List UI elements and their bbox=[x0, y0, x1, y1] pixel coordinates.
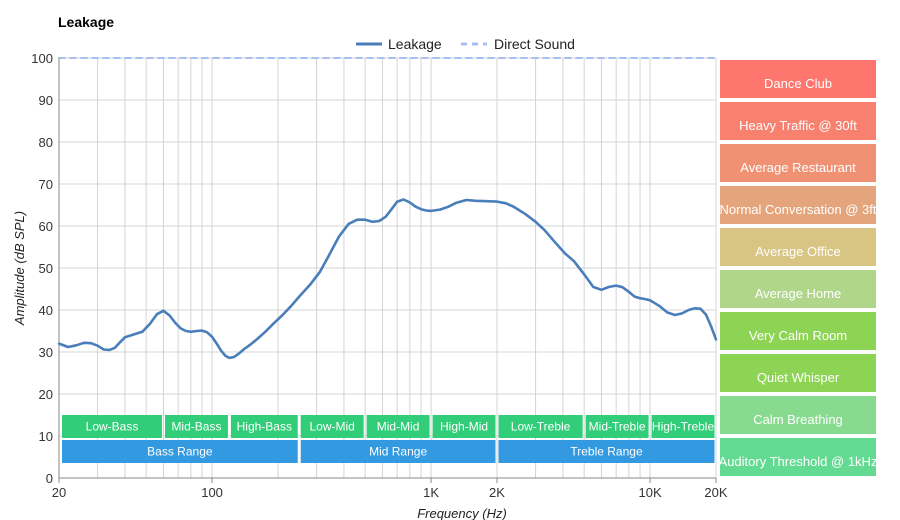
range-band-label: Treble Range bbox=[570, 445, 643, 459]
environment-label: Average Home bbox=[755, 286, 841, 301]
y-axis-label: Amplitude (dB SPL) bbox=[12, 211, 27, 326]
sub-band-label: Low-Treble bbox=[511, 420, 571, 434]
sub-band bbox=[432, 415, 496, 438]
legend-leakage-label: Leakage bbox=[388, 36, 442, 52]
range-band-label: Mid Range bbox=[369, 445, 427, 459]
x-tick-label: 20K bbox=[704, 485, 727, 500]
sub-band-label: Low-Bass bbox=[86, 420, 139, 434]
environment-block bbox=[720, 60, 876, 98]
environment-label: Average Office bbox=[755, 244, 841, 259]
environment-label: Calm Breathing bbox=[753, 412, 843, 427]
grid bbox=[59, 57, 717, 478]
y-tick-label: 50 bbox=[39, 261, 53, 276]
y-tick-label: 0 bbox=[46, 471, 53, 486]
environment-label: Quiet Whisper bbox=[757, 370, 840, 385]
sub-band-label: High-Treble bbox=[652, 420, 715, 434]
y-tick-label: 40 bbox=[39, 303, 53, 318]
environment-label: Very Calm Room bbox=[749, 328, 847, 343]
y-tick-label: 30 bbox=[39, 345, 53, 360]
environment-block bbox=[720, 228, 876, 266]
x-tick-label: 1K bbox=[423, 485, 439, 500]
environment-block bbox=[720, 102, 876, 140]
x-tick-label: 20 bbox=[52, 485, 66, 500]
sub-band bbox=[498, 415, 583, 438]
y-tick-label: 10 bbox=[39, 429, 53, 444]
x-tick-label: 2K bbox=[489, 485, 505, 500]
x-tick-label: 100 bbox=[201, 485, 223, 500]
series-line-leakage bbox=[57, 198, 718, 360]
environment-label: Auditory Threshold @ 1kHz bbox=[719, 454, 878, 469]
chart-title: Leakage bbox=[58, 14, 114, 30]
environment-block bbox=[720, 270, 876, 308]
range-band bbox=[62, 440, 298, 463]
range-band bbox=[498, 440, 715, 463]
environment-block bbox=[720, 396, 876, 434]
sub-band bbox=[300, 415, 364, 438]
legend: Leakage Direct Sound bbox=[356, 36, 575, 52]
y-tick-label: 80 bbox=[39, 135, 53, 150]
environment-block bbox=[720, 312, 876, 350]
environment-label: Dance Club bbox=[764, 76, 832, 91]
frequency-bands: Low-Bass Mid-Bass High-Bass Low-Mid Mid-Mid H… bbox=[62, 415, 715, 463]
range-band-label: Bass Range bbox=[147, 445, 213, 459]
environment-block bbox=[720, 438, 876, 476]
axes: 0 10 20 30 40 50 60 70 80 90 100 20 100 1K 2K 10K 20K bbox=[31, 51, 728, 500]
y-tick-label: 90 bbox=[39, 93, 53, 108]
environment-block bbox=[720, 186, 876, 224]
y-tick-label: 20 bbox=[39, 387, 53, 402]
y-tick-label: 60 bbox=[39, 219, 53, 234]
sub-band-label: High-Mid bbox=[440, 420, 488, 434]
sub-band-label: Mid-Bass bbox=[171, 420, 221, 434]
sub-band bbox=[585, 415, 649, 438]
sub-band bbox=[62, 415, 162, 438]
sub-band-label: Mid-Mid bbox=[377, 420, 420, 434]
environment-scale: Dance Club Heavy Traffic @ 30ft Average Re… bbox=[719, 60, 878, 476]
sub-band bbox=[230, 415, 298, 438]
range-band bbox=[300, 440, 496, 463]
series-lines bbox=[57, 57, 718, 360]
sub-band bbox=[164, 415, 228, 438]
environment-label: Average Restaurant bbox=[740, 160, 856, 175]
sub-band bbox=[366, 415, 430, 438]
sub-band-label: High-Bass bbox=[237, 420, 292, 434]
environment-block bbox=[720, 144, 876, 182]
sub-band bbox=[651, 415, 715, 438]
sub-band-label: Low-Mid bbox=[310, 420, 355, 434]
sub-band-label: Mid-Treble bbox=[589, 420, 646, 434]
environment-label: Heavy Traffic @ 30ft bbox=[739, 118, 857, 133]
legend-direct-sound-label: Direct Sound bbox=[494, 36, 575, 52]
y-tick-label: 100 bbox=[31, 51, 53, 66]
y-tick-label: 70 bbox=[39, 177, 53, 192]
environment-label: Normal Conversation @ 3ft bbox=[720, 202, 877, 217]
x-axis-label: Frequency (Hz) bbox=[417, 506, 507, 520]
environment-block bbox=[720, 354, 876, 392]
x-tick-label: 10K bbox=[639, 485, 662, 500]
